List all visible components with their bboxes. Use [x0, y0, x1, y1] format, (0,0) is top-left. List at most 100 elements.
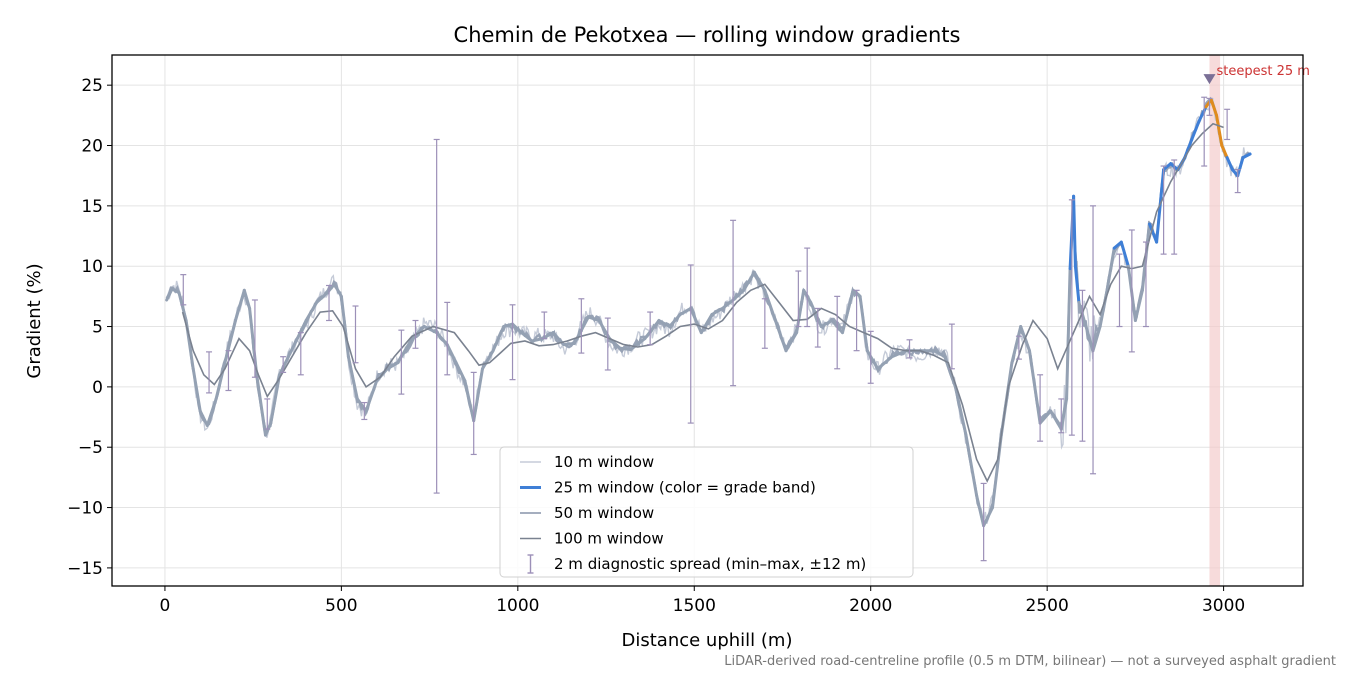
y-tick-label: 0: [92, 378, 103, 398]
series-25m-segment: [890, 349, 908, 359]
series-25m-segment: [710, 306, 724, 316]
annotation-layer: steepest 25 m: [1203, 64, 1310, 85]
errorbar: [206, 351, 213, 394]
errorbar: [906, 339, 913, 359]
series-25m-segment: [763, 288, 777, 322]
series-25m-segment: [385, 361, 400, 371]
series-25m-segment: [1190, 119, 1201, 141]
y-tick-label: 15: [81, 197, 103, 217]
series-100m-window: [181, 122, 1224, 483]
errorbar: [761, 298, 768, 349]
series-25m-segment: [1065, 267, 1072, 401]
series-25m-segment: [742, 270, 756, 292]
errorbar: [1234, 169, 1241, 194]
y-tick-label: −15: [67, 559, 103, 579]
errorbar: [280, 356, 287, 373]
series-25m-segment: [819, 319, 834, 328]
errorbar: [647, 311, 654, 346]
series-25m-segment: [643, 319, 661, 341]
errorbar: [834, 295, 841, 370]
series-25m-segment: [964, 433, 979, 497]
errorbar: [444, 301, 451, 376]
series-layer: [165, 96, 1252, 528]
y-tick-label: 5: [92, 318, 103, 338]
series-25m-segment: [332, 282, 343, 298]
series-25m-segment: [223, 319, 237, 365]
errorbar: [853, 289, 860, 352]
errorbar: [730, 219, 737, 387]
errorbar: [225, 350, 232, 392]
series-25m-segment: [269, 373, 282, 425]
series-25m-segment: [586, 315, 601, 322]
series-25m-segment: [346, 355, 359, 401]
errorbar: [1037, 374, 1044, 442]
series-25m-segment: [1028, 349, 1042, 425]
errorbar: [1015, 335, 1022, 360]
series-25m-segment: [562, 341, 576, 347]
legend-label: 2 m diagnostic spread (min–max, ±12 m): [554, 555, 866, 573]
plot-frame: [111, 54, 1304, 587]
errorbar: [1206, 97, 1213, 116]
footnote: LiDAR-derived road-centreline profile (0…: [724, 654, 1336, 669]
series-25m-segment: [234, 288, 246, 322]
series-25m-segment: [295, 319, 308, 341]
series-25m-segment: [511, 322, 523, 335]
series-25m-segment: [657, 319, 672, 328]
series-25m-segment: [1225, 156, 1234, 172]
errorbar: [541, 311, 548, 340]
series-25m-segment: [205, 397, 218, 427]
errorbar: [1201, 96, 1208, 167]
series-25m-segment: [784, 331, 799, 353]
series-25m-segment: [858, 294, 869, 353]
errorbar: [326, 284, 333, 322]
errorbar: [1128, 229, 1135, 353]
series-25m-segment: [502, 322, 514, 328]
series-25m-segment: [530, 337, 544, 343]
series-25m-segment: [1220, 144, 1229, 160]
chart-title: Chemin de Pekotxea — rolling window grad…: [454, 23, 961, 47]
errorbar: [1058, 398, 1065, 434]
legend-box: [499, 446, 914, 578]
series-25m-segment: [1197, 105, 1208, 123]
errorbar: [1090, 205, 1097, 475]
series-25m-segment: [286, 337, 299, 359]
errorbar: [604, 317, 611, 371]
series-25m-segment: [809, 300, 823, 328]
x-tick-label: 2500: [1026, 596, 1069, 616]
series-25m-segment: [689, 306, 703, 335]
legend-label: 50 m window: [554, 504, 654, 522]
errorbar: [1160, 165, 1167, 255]
series-25m-segment: [1091, 325, 1102, 353]
errorbar: [980, 482, 987, 562]
steepest-highlight-layer: [1209, 55, 1221, 586]
legend-item: 2 m diagnostic spread (min–max, ±12 m): [527, 554, 866, 574]
series-25m-segment: [491, 325, 506, 353]
series-25m-segment: [364, 379, 379, 413]
errorbar: [251, 299, 258, 378]
series-25m-segment: [339, 294, 350, 359]
series-25m-segment: [435, 331, 449, 347]
series-25m-segment: [773, 319, 788, 353]
series-25m-segment: [865, 349, 880, 371]
series-25m-segment: [1133, 288, 1144, 322]
y-axis-label: Gradient (%): [24, 263, 45, 378]
series-25m-segment: [304, 300, 319, 322]
y-tick-label: 25: [81, 76, 103, 96]
series-25m-segment: [1084, 325, 1095, 353]
series-25m-segment: [1038, 409, 1053, 425]
series-25m-segment: [1049, 409, 1063, 431]
series-25m-segment: [1073, 264, 1081, 304]
errorbar: [1068, 199, 1075, 436]
errorbar: [948, 323, 955, 370]
series-25m-segment: [731, 288, 746, 302]
errorbar: [361, 401, 368, 421]
series-25m-segment: [165, 287, 174, 302]
errorbar: [1142, 241, 1149, 328]
series-25m-segment: [618, 346, 633, 351]
series-25m-segment: [255, 373, 267, 437]
series-25m-segment: [953, 385, 968, 437]
series-25m-segment: [472, 367, 484, 423]
errorbar: [352, 305, 359, 364]
errorbar: [795, 270, 802, 328]
